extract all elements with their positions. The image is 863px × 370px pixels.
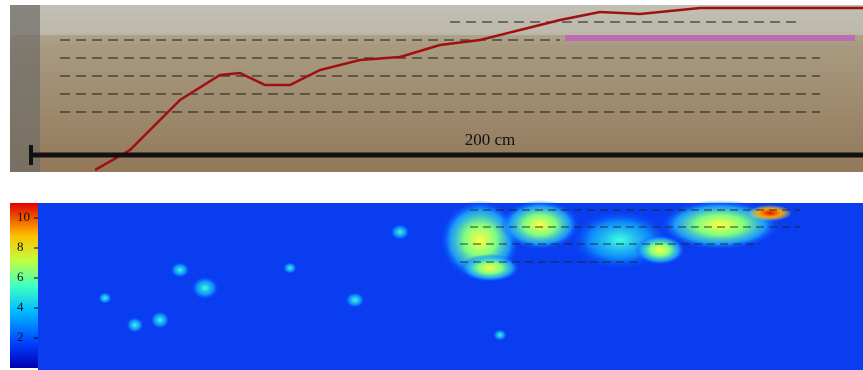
colorbar: 2 4 6 8 10: [10, 203, 38, 368]
heatmap: [38, 200, 863, 370]
colorbar-tick-label: 4: [17, 299, 24, 314]
heatmap-blobs: [98, 200, 792, 341]
profile-line: [94, 6, 863, 172]
photo-wall: [10, 5, 40, 172]
colorbar-gradient: [10, 203, 38, 368]
colorbar-tick-label: 8: [17, 239, 24, 254]
colorbar-tick-label: 10: [17, 209, 30, 224]
photo: 200 cm: [10, 5, 863, 172]
vector-arrows: [460, 209, 800, 263]
colorbar-tick-label: 2: [17, 329, 24, 344]
photo-sky: [10, 5, 863, 35]
scale-label: 200 cm: [465, 130, 516, 149]
colorbar-tick-label: 6: [17, 269, 24, 284]
